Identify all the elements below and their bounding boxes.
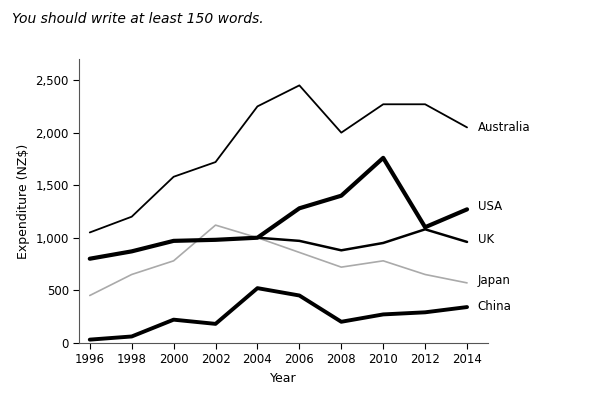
X-axis label: Year: Year [270,372,297,385]
Y-axis label: Expenditure (NZ$): Expenditure (NZ$) [17,143,30,258]
Text: UK: UK [478,233,493,246]
Text: USA: USA [478,200,501,213]
Text: Australia: Australia [478,121,530,134]
Text: You should write at least 150 words.: You should write at least 150 words. [12,12,264,26]
Text: Japan: Japan [478,274,511,287]
Text: China: China [478,299,511,312]
